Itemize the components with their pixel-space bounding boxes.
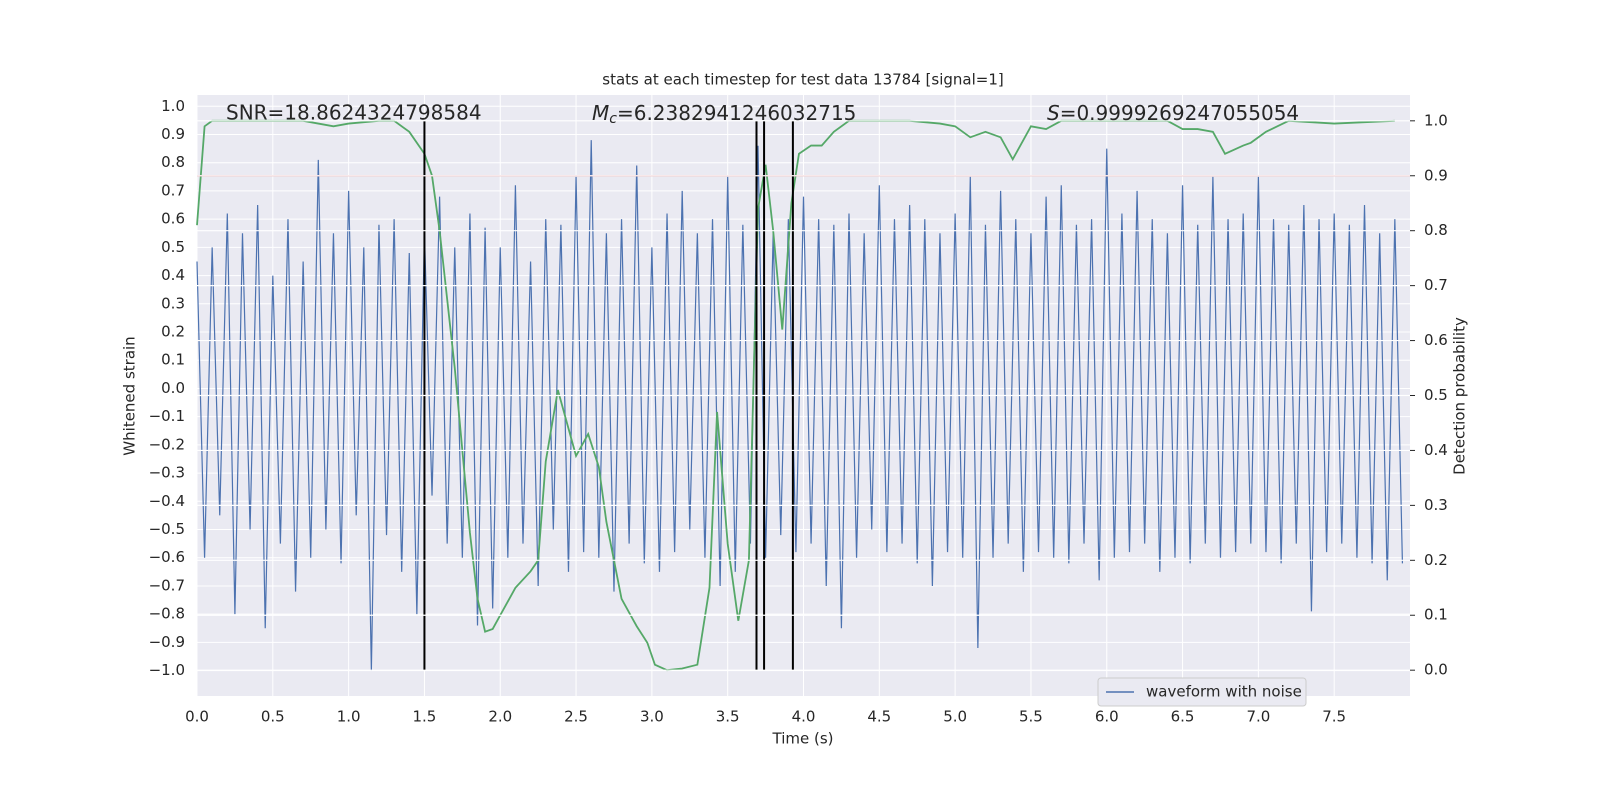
y-tick-label: −0.5	[149, 520, 185, 538]
x-tick-label: 1.5	[413, 708, 437, 726]
y-tick-label: −0.1	[149, 407, 185, 425]
annotation-text: =6.2382941246032715	[617, 101, 856, 125]
chart-title: stats at each timestep for test data 137…	[602, 71, 1003, 89]
y2-tick-label: 0.4	[1424, 441, 1448, 459]
annotation-text: =0.9999269247055054	[1060, 101, 1299, 125]
y-tick-label: −0.9	[149, 633, 185, 651]
legend-box	[1097, 677, 1307, 707]
x-tick-label: 3.0	[640, 708, 664, 726]
y-tick-label: 0.3	[161, 294, 185, 312]
y2-tick-label: 0.7	[1424, 276, 1448, 294]
y2-tick-label: 0.9	[1424, 166, 1448, 184]
annotation-symbol: M	[592, 101, 609, 125]
y-tick-label: 0.9	[161, 125, 185, 143]
x-tick-label: 4.5	[867, 708, 891, 726]
annotation-symbol: S	[1047, 101, 1060, 125]
y-tick-label: −1.0	[149, 661, 185, 679]
y2-tick-label: 0.3	[1424, 496, 1448, 514]
annotation: S=0.9999269247055054	[1047, 101, 1299, 125]
x-tick-label: 4.0	[792, 708, 816, 726]
y-tick-label: 0.7	[161, 181, 185, 199]
y-tick-label: 0.4	[161, 266, 185, 284]
y-tick-label: −0.7	[149, 576, 185, 594]
x-axis-label: Time (s)	[772, 730, 834, 748]
y-tick-label: 0.8	[161, 153, 185, 171]
y2-tick-label: 1.0	[1424, 111, 1448, 129]
x-tick-label: 1.0	[337, 708, 361, 726]
x-tick-label: 7.0	[1246, 708, 1270, 726]
x-tick-label: 3.5	[716, 708, 740, 726]
y2-tick-label: 0.1	[1424, 606, 1448, 624]
y-tick-label: 0.0	[161, 379, 185, 397]
x-tick-label: 5.5	[1019, 708, 1043, 726]
y2-axis-label: Detection probability	[1451, 317, 1469, 475]
y2-tick-label: 0.5	[1424, 386, 1448, 404]
x-tick-label: 0.5	[261, 708, 285, 726]
y-tick-label: 0.1	[161, 351, 185, 369]
over-layer	[197, 120, 1410, 671]
x-tick-label: 6.0	[1095, 708, 1119, 726]
x-tick-label: 7.5	[1322, 708, 1346, 726]
annotation-subscript: c	[609, 111, 617, 127]
legend-label: waveform with noise	[1146, 683, 1302, 701]
x-tick-label: 5.0	[943, 708, 967, 726]
y-tick-label: −0.6	[149, 548, 185, 566]
y2-tick-label: 0.8	[1424, 221, 1448, 239]
legend: waveform with noise	[1097, 677, 1307, 707]
annotation: SNR=18.8624324798584	[226, 101, 482, 125]
y-tick-label: −0.3	[149, 464, 185, 482]
y-tick-label: 0.2	[161, 323, 185, 341]
y-tick-label: −0.2	[149, 435, 185, 453]
y-tick-label: 0.6	[161, 210, 185, 228]
series-line	[196, 119, 1395, 672]
y-tick-label: 0.5	[161, 238, 185, 256]
y2-tick-label: 0.0	[1424, 661, 1448, 679]
x-tick-label: 2.0	[488, 708, 512, 726]
y-tick-label: −0.4	[149, 492, 185, 510]
x-tick-label: 0.0	[185, 708, 209, 726]
x-tick-label: 2.5	[564, 708, 588, 726]
y2-tick-label: 0.2	[1424, 551, 1448, 569]
x-tick-label: 6.5	[1171, 708, 1195, 726]
y-tick-label: −0.8	[149, 605, 185, 623]
annotation: Mc=6.2382941246032715	[592, 101, 856, 128]
y2-tick-label: 0.6	[1424, 331, 1448, 349]
y-axis-label: Whitened strain	[121, 336, 139, 455]
y-tick-label: 1.0	[161, 97, 185, 115]
